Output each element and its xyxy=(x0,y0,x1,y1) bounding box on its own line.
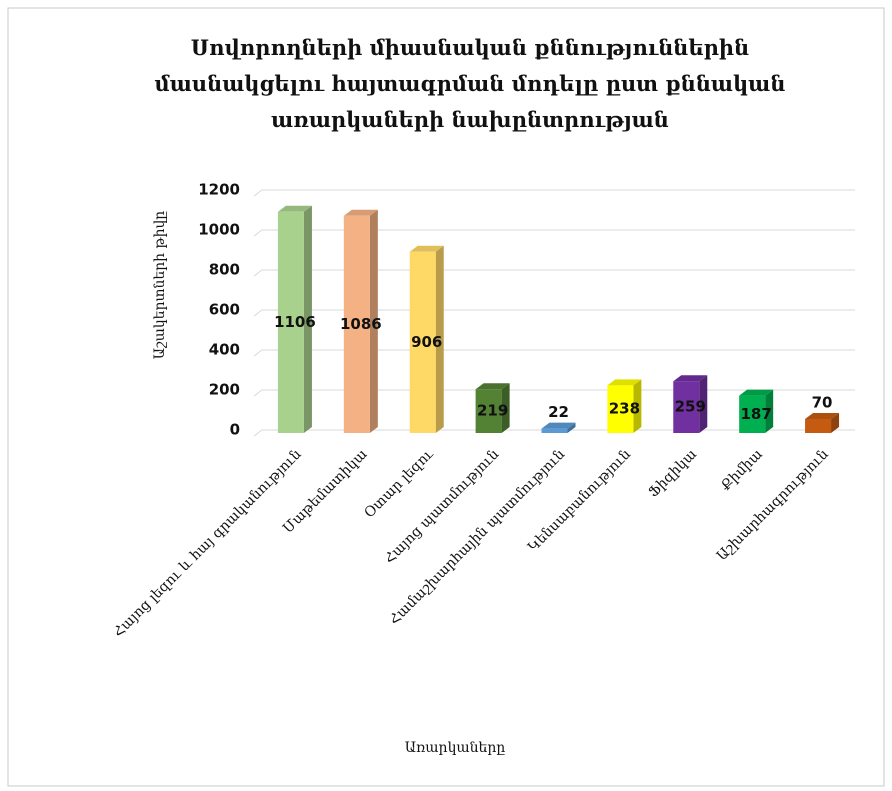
bar-top xyxy=(343,209,378,216)
grid-line xyxy=(253,429,855,437)
bar-top xyxy=(541,422,576,429)
x-tick-label: Աշխարհագրություն xyxy=(714,446,832,564)
grid-line xyxy=(253,309,855,317)
bar xyxy=(607,385,634,433)
bar-side xyxy=(567,422,576,433)
data-label: 259 xyxy=(675,398,706,416)
grid-line xyxy=(253,229,855,237)
y-tick-label: 0 xyxy=(230,421,240,439)
bar-side xyxy=(369,209,378,433)
bar xyxy=(343,215,370,433)
bar-side xyxy=(435,245,444,433)
y-axis-label: Աշակերտների թիվը xyxy=(152,211,168,360)
bar xyxy=(409,251,436,433)
data-label: 238 xyxy=(609,400,640,418)
x-tick-label: Հայոց լեզու և հայ գրականություն xyxy=(110,446,304,640)
y-tick-label: 400 xyxy=(209,341,240,359)
x-tick-label: Քիմիա xyxy=(718,446,766,494)
x-tick-label: Հայոց պատմություն xyxy=(382,446,503,567)
bar-top xyxy=(739,389,774,396)
bar xyxy=(805,419,832,433)
data-label: 906 xyxy=(411,333,442,351)
y-tick-label: 1000 xyxy=(198,221,240,239)
chart-title: Սովորողների միասնական քննություններին մա… xyxy=(154,35,786,132)
bar-top xyxy=(277,205,312,212)
x-axis-label: Առարկաները xyxy=(405,740,506,756)
data-label: 22 xyxy=(548,403,569,421)
bar-top xyxy=(475,383,510,390)
bar-top xyxy=(673,375,708,382)
bar-side xyxy=(699,375,708,433)
x-tick-label: Օտար լեզու xyxy=(361,445,437,521)
data-label: 219 xyxy=(477,402,508,420)
y-tick-label: 1200 xyxy=(198,181,240,199)
y-tick-label: 600 xyxy=(209,301,240,319)
bar xyxy=(277,211,304,433)
chart-border xyxy=(7,7,885,787)
bar xyxy=(739,395,766,433)
y-tick-label: 200 xyxy=(209,381,240,399)
bar xyxy=(541,428,568,433)
data-label: 1086 xyxy=(340,315,382,333)
data-label: 70 xyxy=(812,394,833,412)
bar-side xyxy=(633,379,642,433)
grid-line xyxy=(253,389,855,397)
data-label: 187 xyxy=(741,405,772,423)
bar-top xyxy=(805,413,840,419)
bar-side xyxy=(303,205,312,433)
bar xyxy=(673,381,700,433)
bar-top xyxy=(409,245,444,252)
bar-side xyxy=(501,383,510,433)
y-tick-label: 800 xyxy=(209,261,240,279)
bar xyxy=(475,389,502,433)
grid-line xyxy=(253,349,855,357)
bar-side xyxy=(765,389,774,433)
bar-top xyxy=(607,379,642,386)
grid-line xyxy=(253,189,855,197)
grid-line xyxy=(253,269,855,277)
data-label: 1106 xyxy=(274,313,316,331)
bar-side xyxy=(831,413,840,433)
x-tick-label: Ֆիզիկա xyxy=(646,446,700,500)
